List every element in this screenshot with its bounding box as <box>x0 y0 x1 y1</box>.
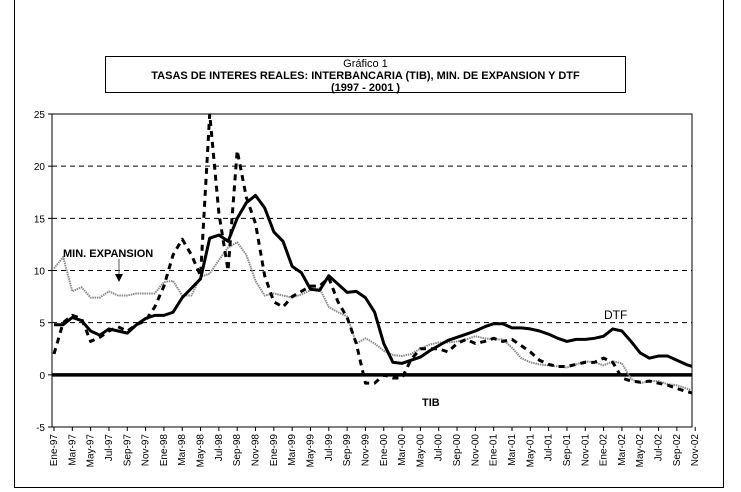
x-tick-label: Sep-97 <box>122 434 133 467</box>
x-tick-label: Sep-99 <box>342 434 353 467</box>
x-tick-label: Jul-99 <box>324 434 335 462</box>
x-tick-label: Nov-98 <box>251 434 262 467</box>
y-tick-label: 5 <box>39 319 45 330</box>
x-tick-label: Mar-97 <box>67 434 78 466</box>
annotation-arrow-head-icon <box>115 274 123 282</box>
x-tick-label: Ene-02 <box>599 434 610 467</box>
y-tick-label: -5 <box>36 423 45 434</box>
series-line-min-expansion <box>53 241 692 392</box>
annotation-tib: TIB <box>422 397 440 409</box>
x-tick-label: May-02 <box>635 434 646 468</box>
chart-title-line-3: (1997 - 2001 ) <box>330 82 401 94</box>
x-tick-label: Mar-00 <box>397 434 408 466</box>
x-tick-label: Mar-99 <box>287 434 298 466</box>
x-tick-label: Jul-00 <box>434 434 445 462</box>
annotation-dtf: DTF <box>604 308 627 322</box>
x-tick-label: May-98 <box>196 434 207 468</box>
y-tick-label: 25 <box>34 110 46 121</box>
x-tick-label: Sep-98 <box>232 434 243 467</box>
x-tick-label: May-97 <box>86 434 97 468</box>
x-tick-label: Mar-02 <box>617 434 628 466</box>
y-tick-label: 15 <box>34 214 46 225</box>
chart-title-box: Gráfico 1 TASAS DE INTERES REALES: INTER… <box>105 56 626 94</box>
y-tick-label: 20 <box>34 162 46 173</box>
x-tick-label: Ene-97 <box>49 434 60 467</box>
x-tick-label: Jul-01 <box>544 434 555 462</box>
chart-title-line-2: TASAS DE INTERES REALES: INTERBANCARIA (… <box>151 70 580 82</box>
x-tick-label: Ene-01 <box>489 434 500 467</box>
x-tick-label: Sep-01 <box>562 434 573 467</box>
x-tick-label: Nov-01 <box>580 434 591 467</box>
x-tick-label: Nov-97 <box>141 434 152 467</box>
x-tick-label: Nov-99 <box>360 434 371 467</box>
x-tick-label: Ene-99 <box>269 434 280 467</box>
x-tick-label: May-01 <box>525 434 536 468</box>
x-tick-label: May-99 <box>305 434 316 468</box>
x-tick-label: Ene-98 <box>159 434 170 467</box>
x-tick-label: Sep-00 <box>452 434 463 467</box>
x-tick-label: Ene-00 <box>379 434 390 467</box>
x-tick-label: Nov-02 <box>690 434 701 467</box>
y-tick-label: 10 <box>34 267 46 278</box>
x-tick-label: Mar-01 <box>507 434 518 466</box>
chart-frame <box>14 0 724 488</box>
series-line-tib <box>52 114 692 395</box>
x-tick-label: Sep-02 <box>672 434 683 467</box>
x-tick-label: May-00 <box>415 434 426 468</box>
x-tick-label: Nov-00 <box>470 434 481 467</box>
annotation-min-expansion: MIN. EXPANSION <box>63 248 153 260</box>
x-tick-label: Jul-02 <box>654 434 665 462</box>
chart-title-line-1: Gráfico 1 <box>343 58 388 70</box>
series-line-dtf <box>54 193 692 369</box>
x-tick-label: Jul-97 <box>104 434 115 462</box>
y-tick-label: 0 <box>39 371 45 382</box>
x-tick-label: Mar-98 <box>177 434 188 466</box>
x-tick-label: Jul-98 <box>214 434 225 462</box>
